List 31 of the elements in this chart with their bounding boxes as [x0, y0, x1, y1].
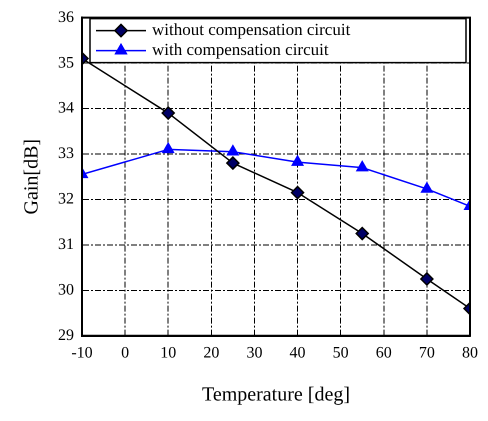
x-tick-label: 0 — [121, 344, 130, 362]
y-tick-label: 30 — [58, 282, 74, 299]
point — [226, 144, 239, 156]
x-tick-label: 30 — [246, 344, 262, 362]
legend-label: without compensation circuit — [152, 20, 351, 40]
x-tick-label: 80 — [462, 344, 478, 362]
x-tick-label: 60 — [376, 344, 392, 362]
x-tick-label: -10 — [71, 344, 93, 362]
x-tick-label: 40 — [290, 344, 306, 362]
y-tick-label: 29 — [58, 327, 74, 344]
point — [292, 155, 304, 166]
y-tick-label: 31 — [58, 236, 74, 254]
legend-label: with compensation circuit — [152, 40, 329, 60]
point — [162, 142, 174, 154]
x-tick-label: 10 — [160, 344, 176, 362]
point — [290, 186, 304, 200]
y-tick-label: 34 — [58, 100, 74, 117]
x-tick-label: 50 — [332, 344, 349, 362]
point — [420, 182, 433, 193]
point — [420, 272, 434, 286]
x-tick-label: 70 — [418, 344, 435, 362]
x-axis-title: Temperature [deg] — [202, 383, 350, 406]
x-tick-label: 20 — [203, 344, 220, 362]
y-tick-label: 33 — [58, 145, 74, 162]
point — [356, 160, 368, 172]
point — [355, 226, 369, 240]
point — [226, 156, 240, 170]
y-axis-title: Gain[dB] — [20, 138, 42, 214]
y-tick-label: 35 — [58, 54, 74, 72]
y-tick-label: 36 — [58, 8, 74, 26]
y-tick-label: 32 — [58, 190, 74, 208]
